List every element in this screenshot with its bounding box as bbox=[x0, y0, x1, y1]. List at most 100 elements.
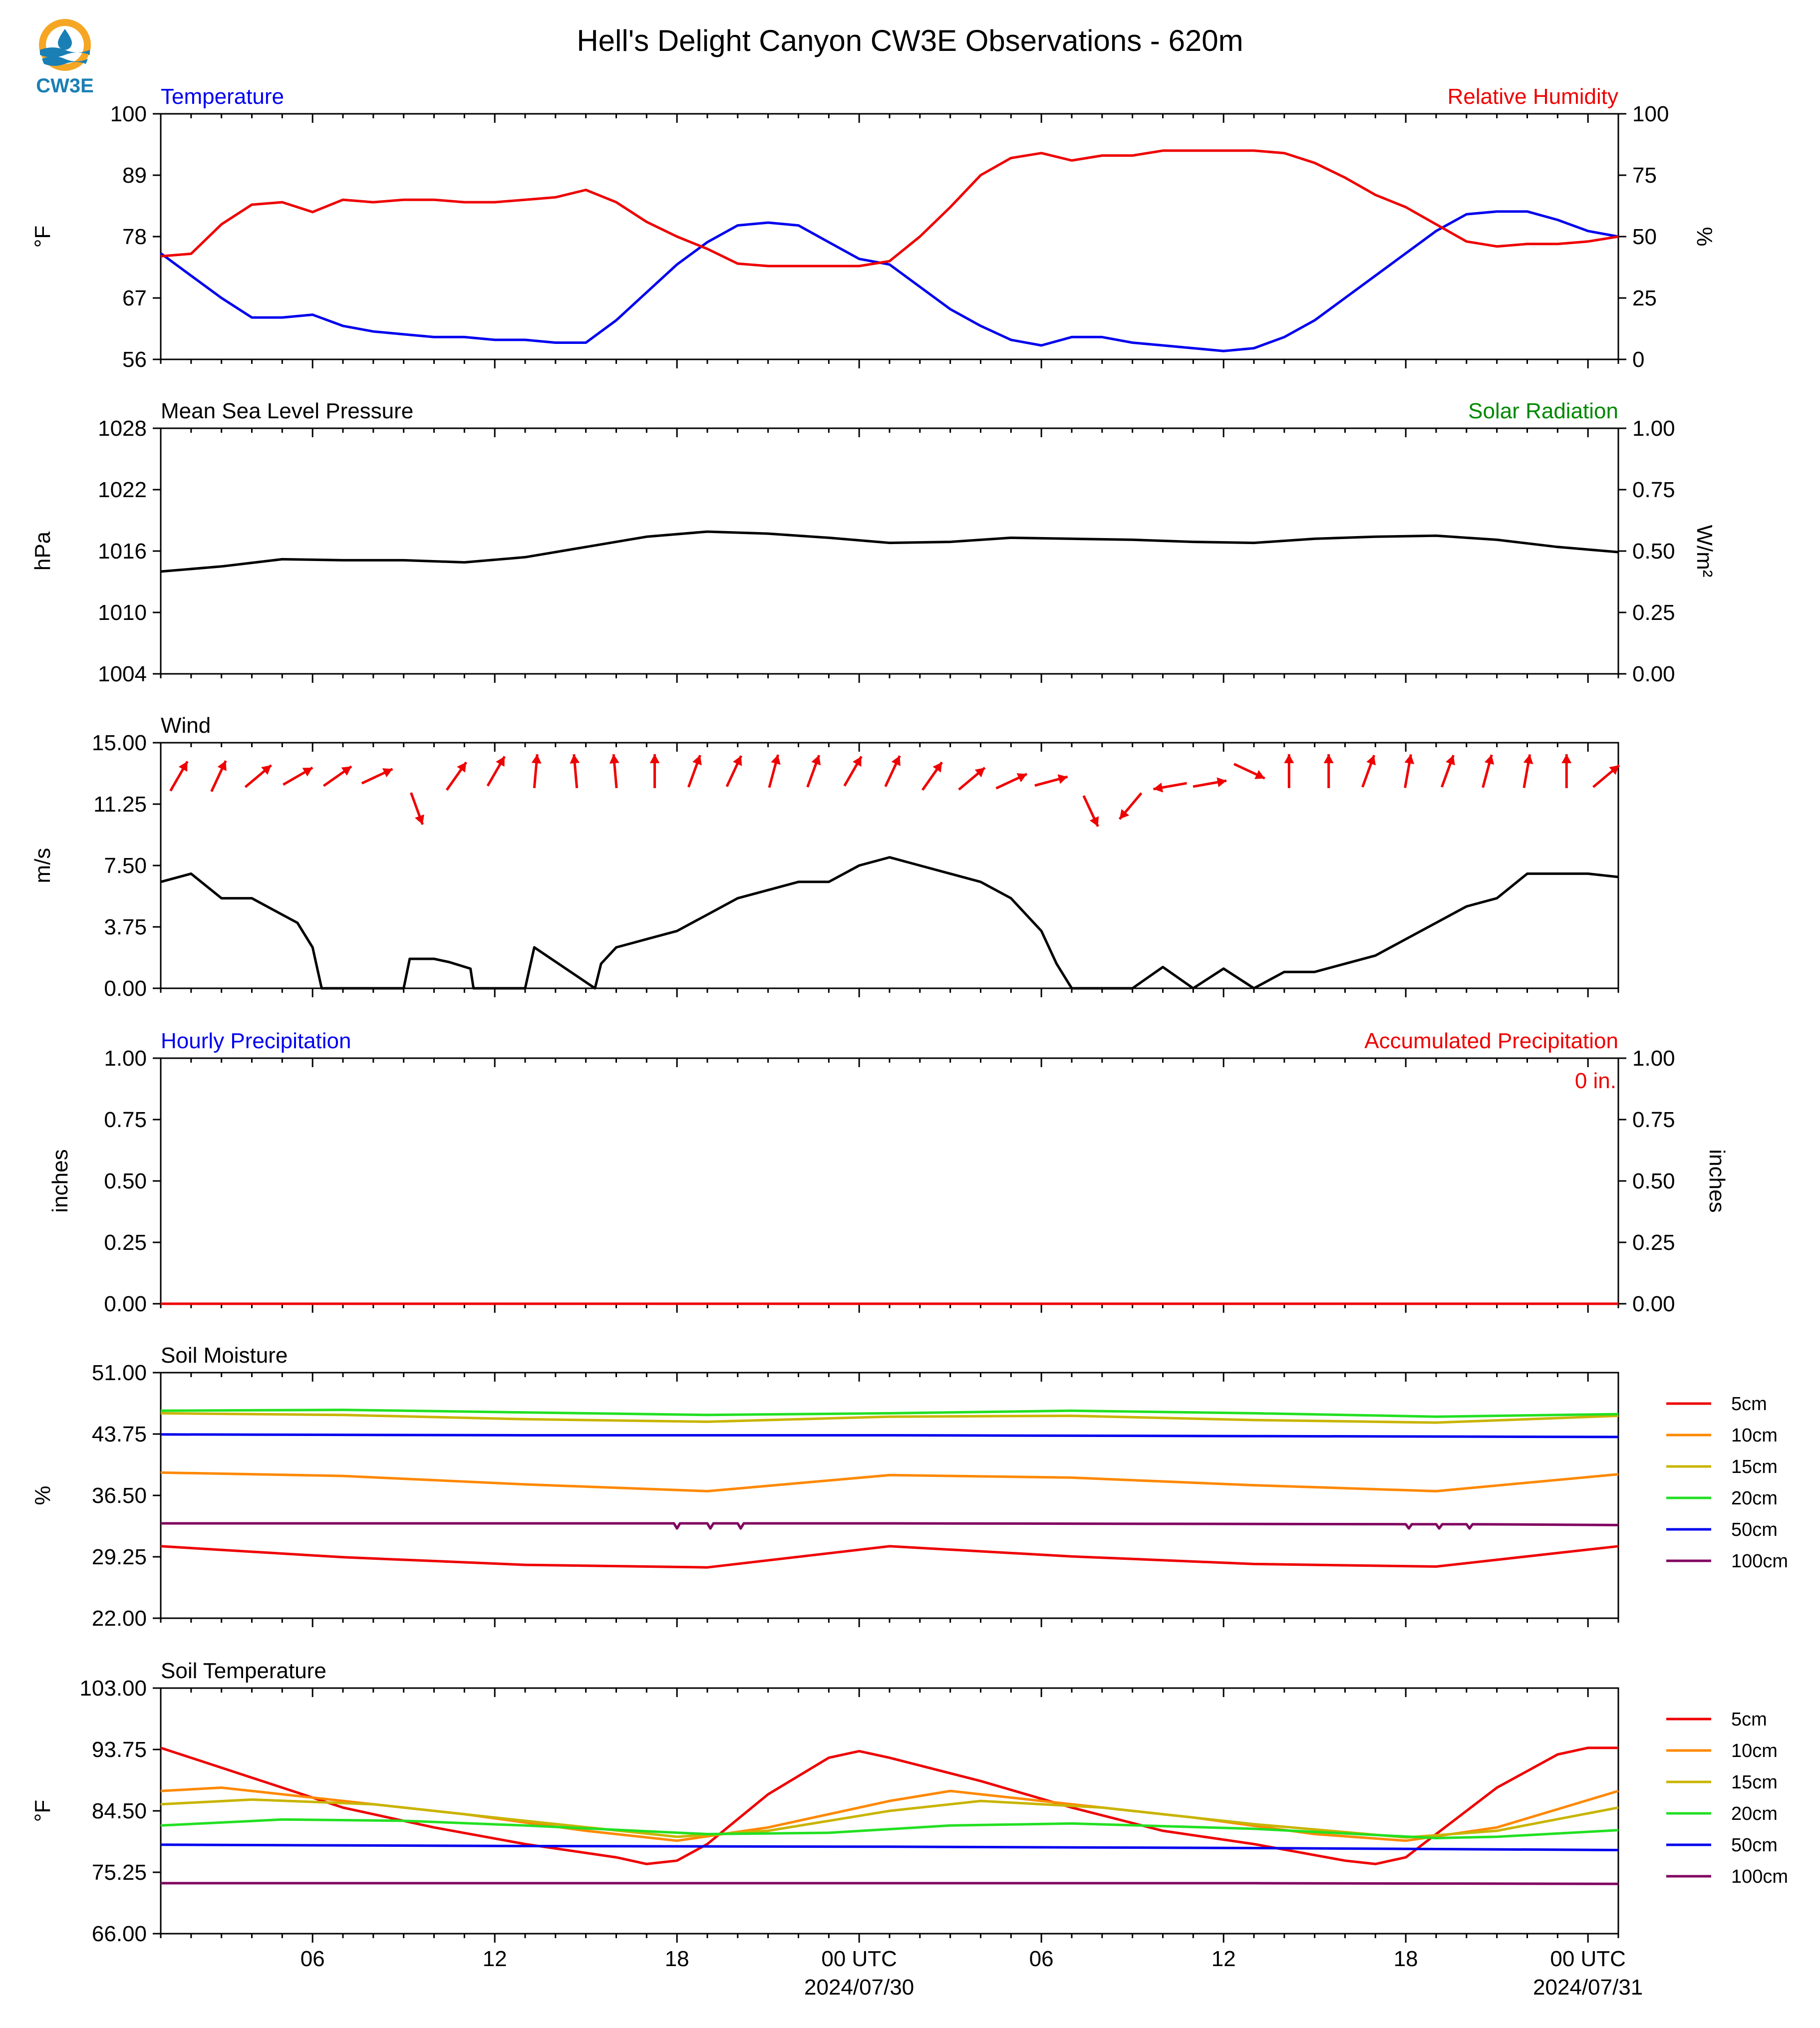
wind-arrow bbox=[445, 761, 467, 791]
y-tick-label-right: 0.25 bbox=[1632, 1230, 1675, 1255]
wind-arrow-head bbox=[1089, 816, 1099, 827]
legend-label: 10cm bbox=[1731, 1740, 1778, 1761]
series-line-2 bbox=[160, 1798, 1619, 1839]
panel-title-right: Accumulated Precipitation bbox=[1364, 1029, 1618, 1053]
y-tick-label: 100 bbox=[110, 102, 147, 126]
wind-arrow bbox=[570, 754, 580, 789]
panel-title-right: Relative Humidity bbox=[1448, 84, 1618, 109]
panel-title-left: Hourly Precipitation bbox=[161, 1029, 351, 1053]
legend-label: 100cm bbox=[1731, 1866, 1788, 1887]
wind-arrow bbox=[1323, 754, 1334, 788]
y-tick-label: 11.25 bbox=[93, 792, 147, 817]
y-tick-label-right: 100 bbox=[1632, 102, 1669, 126]
legend-label: 100cm bbox=[1731, 1551, 1788, 1572]
wind-arrow-head bbox=[974, 768, 985, 778]
wind-arrow-head bbox=[1561, 754, 1572, 763]
legend-label: 50cm bbox=[1731, 1835, 1778, 1856]
panel-mean-sea-level-pressure: Mean Sea Level Pressure Solar Radiation 10… bbox=[30, 399, 1717, 686]
plot-frame bbox=[160, 1057, 1619, 1305]
wind-arrow bbox=[322, 765, 352, 787]
y-tick-label: 0.50 bbox=[104, 1169, 147, 1193]
series-line-0 bbox=[160, 856, 1619, 990]
legend-label: 50cm bbox=[1731, 1519, 1778, 1540]
wind-arrow bbox=[1361, 755, 1376, 788]
y-axis-label: % bbox=[30, 1485, 55, 1505]
y-tick-label: 78 bbox=[122, 225, 147, 249]
y-tick-label: 89 bbox=[122, 163, 147, 188]
y-axis-label-right: % bbox=[1692, 227, 1717, 246]
legend-label: 15cm bbox=[1731, 1456, 1778, 1477]
x-tick-label: 06 bbox=[1029, 1947, 1054, 1971]
wind-arrow bbox=[1561, 754, 1572, 788]
y-tick-label: 67 bbox=[122, 286, 147, 310]
wind-arrow bbox=[609, 754, 619, 789]
wind-arrow bbox=[1284, 754, 1294, 788]
panel-temperature: Temperature Relative Humidity 56 67 78 89 100 0… bbox=[30, 84, 1717, 372]
series-line-0 bbox=[160, 530, 1619, 573]
y-tick-label: 103.00 bbox=[79, 1676, 147, 1701]
wind-arrow bbox=[531, 754, 542, 789]
y-tick-label: 0.25 bbox=[104, 1230, 147, 1255]
wind-arrow-head bbox=[853, 756, 862, 767]
cw3e-logo bbox=[35, 15, 95, 102]
y-tick-label: 1028 bbox=[98, 416, 147, 441]
wind-arrow bbox=[843, 756, 863, 787]
wind-arrow-head bbox=[733, 756, 742, 766]
x-tick-label: 18 bbox=[1394, 1947, 1418, 1971]
wind-arrow-head bbox=[302, 768, 313, 777]
x-tick-label: 18 bbox=[665, 1947, 689, 1971]
y-tick-label: 22.00 bbox=[92, 1606, 147, 1631]
wind-arrow bbox=[1441, 755, 1455, 788]
panel-wind: Wind 0.00 3.75 7.50 11.25 15.00 m/s bbox=[30, 713, 1620, 1001]
legend-label: 5cm bbox=[1731, 1394, 1767, 1415]
wind-arrow-head bbox=[1609, 765, 1619, 775]
panel-title-left: Soil Temperature bbox=[161, 1659, 326, 1683]
wind-arrow-head bbox=[1366, 755, 1376, 766]
y-tick-label: 1010 bbox=[98, 600, 147, 625]
series-line-1 bbox=[160, 149, 1619, 268]
wind-arrow-head bbox=[1016, 773, 1027, 783]
panel-title-left: Wind bbox=[161, 713, 211, 738]
y-tick-label: 43.75 bbox=[92, 1422, 147, 1447]
accumulated-precip-total: 0 in. bbox=[1575, 1069, 1616, 1093]
wind-arrow bbox=[1034, 774, 1068, 787]
y-tick-label: 29.25 bbox=[92, 1545, 147, 1569]
wind-arrow-head bbox=[217, 761, 227, 771]
wind-arrow-head bbox=[1254, 770, 1265, 779]
y-tick-label: 51.00 bbox=[92, 1361, 147, 1385]
wind-arrow bbox=[1482, 754, 1495, 788]
x-tick-label: 12 bbox=[483, 1947, 507, 1971]
wind-arrow bbox=[687, 755, 702, 788]
page-title: Hell's Delight Canyon CW3E Observations … bbox=[577, 24, 1243, 57]
y-tick-label: 36.50 bbox=[92, 1483, 147, 1508]
wind-arrow bbox=[1153, 782, 1187, 793]
wind-arrow bbox=[410, 792, 424, 825]
wind-arrow-head bbox=[1523, 754, 1533, 764]
wind-arrow-head bbox=[1057, 774, 1068, 784]
wind-arrow-head bbox=[609, 754, 619, 764]
y-tick-label: 7.50 bbox=[104, 854, 147, 878]
series-line-3 bbox=[160, 1409, 1619, 1418]
y-tick-label-right: 0.75 bbox=[1632, 1108, 1675, 1132]
wind-arrow-head bbox=[1484, 755, 1495, 765]
wind-arrow bbox=[1404, 754, 1415, 788]
panel-hourly-precipitation: Hourly Precipitation Accumulated Precipit… bbox=[48, 1029, 1729, 1316]
y-axis-label: °F bbox=[30, 226, 55, 248]
y-tick-label-right: 50 bbox=[1632, 225, 1657, 249]
wind-arrow-head bbox=[1216, 777, 1226, 788]
wind-arrow-head bbox=[891, 756, 901, 766]
legend-label: 15cm bbox=[1731, 1772, 1778, 1793]
wind-arrow bbox=[210, 760, 227, 792]
y-tick-label-right: 0 bbox=[1632, 347, 1644, 372]
series-line-2 bbox=[160, 1412, 1619, 1424]
plot-frame bbox=[160, 427, 1619, 675]
y-tick-label-right: 0.50 bbox=[1632, 539, 1675, 564]
y-tick-label: 1004 bbox=[98, 662, 147, 686]
y-tick-label: 3.75 bbox=[104, 915, 147, 939]
y-tick-label-right: 1.00 bbox=[1632, 416, 1675, 441]
x-date-label: 2024/07/31 bbox=[1533, 1975, 1643, 2000]
wind-arrow bbox=[486, 756, 506, 787]
wind-arrow-head bbox=[415, 814, 424, 825]
wind-arrow-head bbox=[1446, 755, 1455, 766]
y-axis-label-right: W/m² bbox=[1692, 525, 1717, 577]
